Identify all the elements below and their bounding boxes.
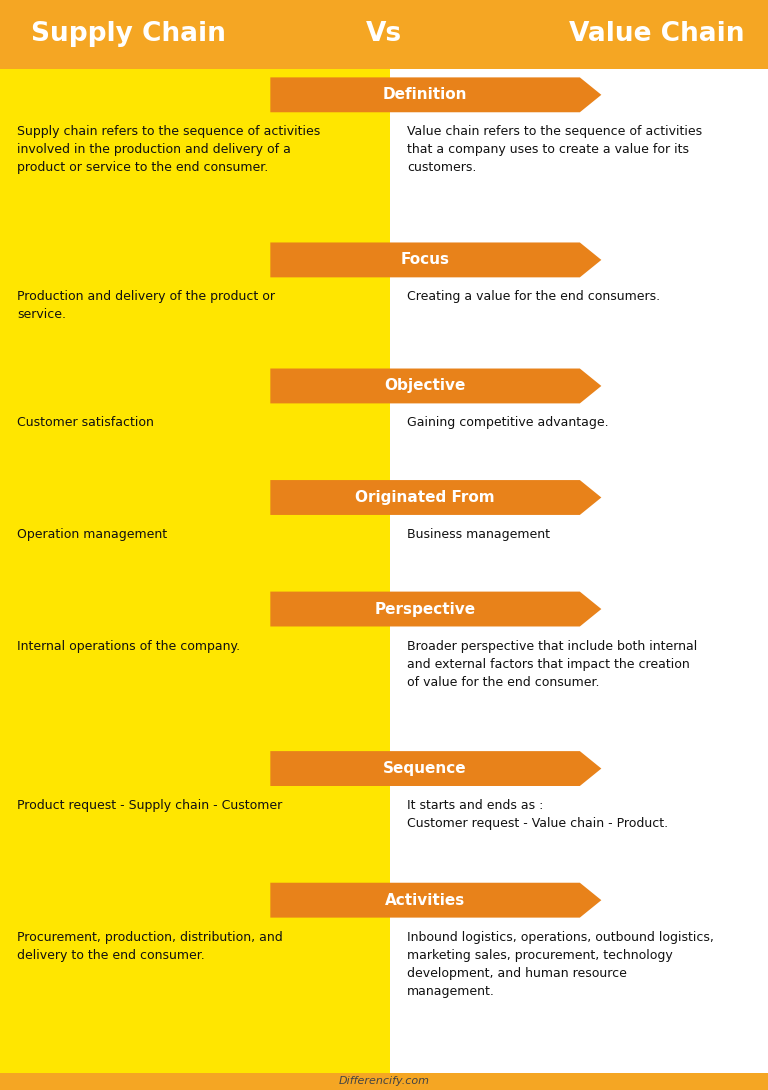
Text: Gaining competitive advantage.: Gaining competitive advantage. xyxy=(407,416,609,429)
Text: Value chain refers to the sequence of activities
that a company uses to create a: Value chain refers to the sequence of ac… xyxy=(407,125,702,174)
Polygon shape xyxy=(390,233,768,360)
Polygon shape xyxy=(0,583,390,742)
Text: Creating a value for the end consumers.: Creating a value for the end consumers. xyxy=(407,290,660,303)
Polygon shape xyxy=(0,742,390,874)
Text: Broader perspective that include both internal
and external factors that impact : Broader perspective that include both in… xyxy=(407,640,697,689)
Text: Customer satisfaction: Customer satisfaction xyxy=(17,416,154,429)
Text: Value Chain: Value Chain xyxy=(569,22,745,47)
Text: It starts and ends as :
Customer request - Value chain - Product.: It starts and ends as : Customer request… xyxy=(407,799,668,831)
Polygon shape xyxy=(390,471,768,583)
Text: Business management: Business management xyxy=(407,528,550,541)
Polygon shape xyxy=(270,368,601,403)
Polygon shape xyxy=(390,874,768,1073)
Polygon shape xyxy=(390,360,768,471)
Polygon shape xyxy=(390,69,768,233)
Text: Operation management: Operation management xyxy=(17,528,167,541)
Text: Perspective: Perspective xyxy=(375,602,475,617)
Polygon shape xyxy=(0,0,768,69)
Text: Production and delivery of the product or
service.: Production and delivery of the product o… xyxy=(17,290,275,322)
Polygon shape xyxy=(270,883,601,918)
Polygon shape xyxy=(390,742,768,874)
Text: Activities: Activities xyxy=(385,893,465,908)
Polygon shape xyxy=(270,77,601,112)
Polygon shape xyxy=(270,480,601,514)
Polygon shape xyxy=(0,1073,768,1090)
Polygon shape xyxy=(0,874,390,1073)
Polygon shape xyxy=(270,751,601,786)
Polygon shape xyxy=(270,592,601,627)
Polygon shape xyxy=(0,360,390,471)
Text: Internal operations of the company.: Internal operations of the company. xyxy=(17,640,240,653)
Text: Supply Chain: Supply Chain xyxy=(31,22,226,47)
Text: Focus: Focus xyxy=(401,253,449,267)
Polygon shape xyxy=(0,471,390,583)
Text: Procurement, production, distribution, and
delivery to the end consumer.: Procurement, production, distribution, a… xyxy=(17,931,283,961)
Text: Differencify.com: Differencify.com xyxy=(339,1076,429,1087)
Text: Objective: Objective xyxy=(385,378,465,393)
Polygon shape xyxy=(270,242,601,277)
Text: Definition: Definition xyxy=(382,87,468,102)
Text: Originated From: Originated From xyxy=(356,490,495,505)
Polygon shape xyxy=(0,233,390,360)
Text: Product request - Supply chain - Customer: Product request - Supply chain - Custome… xyxy=(17,799,282,812)
Text: Sequence: Sequence xyxy=(383,761,467,776)
Text: Supply chain refers to the sequence of activities
involved in the production and: Supply chain refers to the sequence of a… xyxy=(17,125,320,174)
Polygon shape xyxy=(390,583,768,742)
Text: Inbound logistics, operations, outbound logistics,
marketing sales, procurement,: Inbound logistics, operations, outbound … xyxy=(407,931,714,997)
Polygon shape xyxy=(0,69,390,233)
Text: Vs: Vs xyxy=(366,22,402,47)
